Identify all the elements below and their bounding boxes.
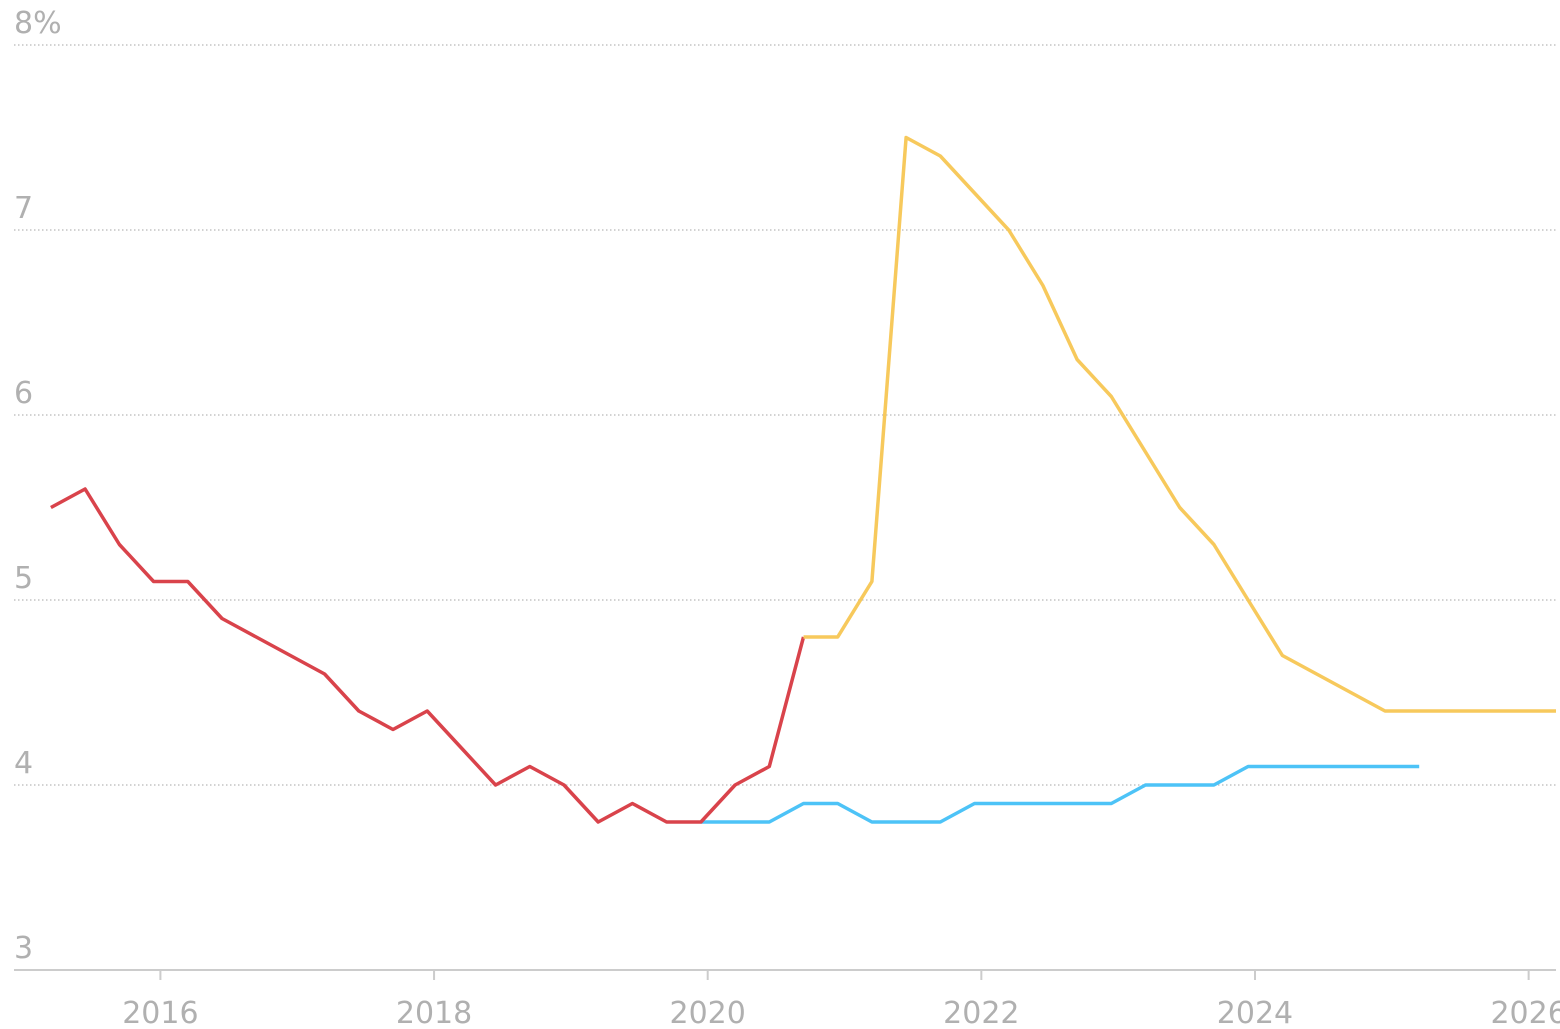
- y-tick-label: 3: [14, 931, 33, 966]
- series-line: [803, 135, 1556, 713]
- x-tick-label: 2024: [1217, 996, 1293, 1029]
- series-line: [700, 764, 1420, 824]
- y-tick-label: 5: [14, 561, 33, 596]
- y-tick-label: 8%: [14, 6, 62, 41]
- series-line: [50, 487, 806, 824]
- x-tick-label: 2022: [943, 996, 1019, 1029]
- y-tick-label: 6: [14, 376, 33, 411]
- x-tick-label: 2026: [1490, 996, 1560, 1029]
- y-tick-label: 4: [14, 746, 33, 781]
- y-tick-label: 7: [14, 191, 33, 226]
- x-tick-label: 2018: [396, 996, 472, 1029]
- x-tick-label: 2020: [670, 996, 746, 1029]
- x-tick-label: 2016: [122, 996, 198, 1029]
